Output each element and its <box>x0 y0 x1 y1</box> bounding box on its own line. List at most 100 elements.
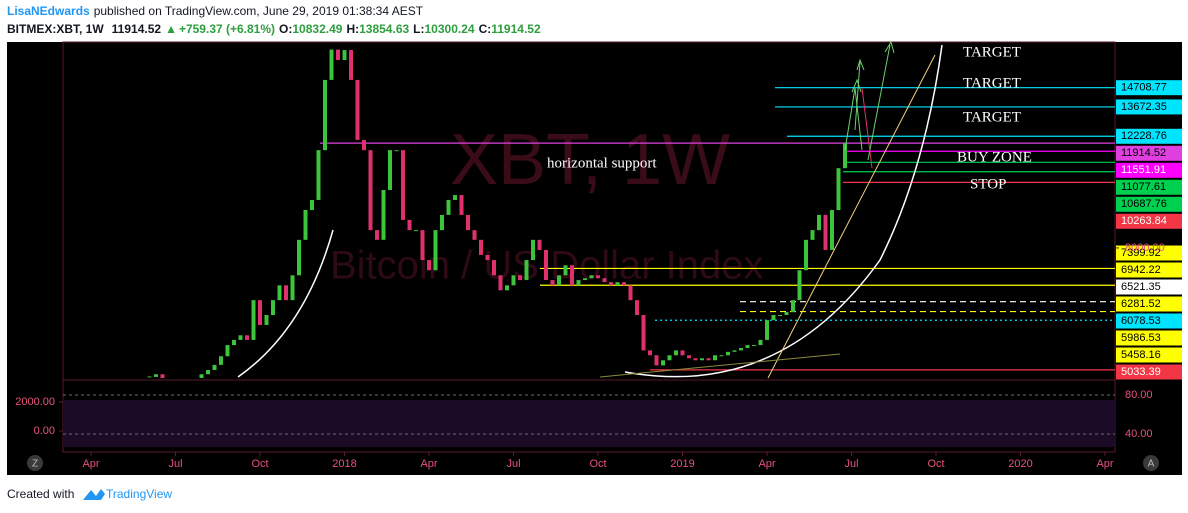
candle <box>245 335 249 340</box>
candle <box>765 320 769 340</box>
candle <box>830 210 834 250</box>
candle <box>667 355 672 361</box>
candle <box>297 239 301 276</box>
annotation: horizontal support <box>547 155 657 171</box>
candle <box>518 275 522 281</box>
candle <box>557 275 561 286</box>
candle <box>479 239 483 255</box>
indicator-tick-label: 80.00 <box>1125 389 1153 401</box>
indicator-band <box>63 400 1115 447</box>
level-label-box <box>1116 313 1182 329</box>
candle <box>732 350 737 352</box>
candle <box>687 355 691 359</box>
pane-border <box>62 41 1116 453</box>
candle <box>771 315 776 321</box>
candle <box>420 230 425 261</box>
candle <box>752 345 756 347</box>
logo <box>83 489 105 500</box>
candle <box>797 270 802 301</box>
indicator-tick-label: 2000.00 <box>15 396 55 408</box>
candle <box>823 214 828 250</box>
candle <box>700 358 704 361</box>
annotation: STOP <box>970 176 1006 192</box>
corner-button[interactable] <box>27 455 43 471</box>
x-tick-label: Oct <box>927 458 944 470</box>
level-label: 11551.91 <box>1121 164 1166 176</box>
candle <box>693 358 698 361</box>
x-tick-label: 2018 <box>332 458 356 470</box>
level-label-box <box>1116 128 1182 144</box>
ohlc-value: 11914.52 <box>491 22 541 36</box>
candle <box>342 50 347 61</box>
change: +759.37 (+6.81%) <box>179 22 275 36</box>
candle <box>310 199 314 211</box>
price: 11914.52 <box>112 22 162 36</box>
ohlc-label: L: <box>413 22 424 36</box>
candle <box>485 254 490 261</box>
corner-button-label[interactable]: Z <box>32 459 38 470</box>
candle <box>713 355 717 361</box>
corner-button[interactable] <box>1143 455 1159 471</box>
candle <box>641 315 646 351</box>
level-label: 14708.77 <box>1121 82 1167 94</box>
candle <box>199 374 204 378</box>
candle <box>336 49 340 61</box>
level-label-box <box>1116 279 1182 295</box>
candle <box>622 282 626 286</box>
level-label: 7399.92 <box>1121 247 1161 259</box>
candle <box>778 315 782 317</box>
candle <box>680 350 685 356</box>
author[interactable]: LisaNEdwards <box>7 4 90 18</box>
candle <box>446 199 451 215</box>
candle <box>524 260 529 281</box>
level-label: 11914.52 <box>1121 147 1166 159</box>
candle <box>212 364 217 371</box>
price-labels: 14708.77 13672.35 12228.76 11914.52 11551.91… <box>1116 80 1182 380</box>
ohlc-value: 10300.24 <box>425 22 475 36</box>
candle <box>596 275 600 279</box>
candle <box>232 339 236 346</box>
candle <box>817 214 821 231</box>
level-label-box <box>1116 347 1182 363</box>
indicator-tick-label: 40.00 <box>1125 428 1153 440</box>
x-tick-label: 2019 <box>670 458 694 470</box>
x-tick-label: Jul <box>168 458 182 470</box>
annotation: BUY ZONE <box>957 149 1032 165</box>
candle <box>498 275 503 291</box>
candle <box>563 265 568 276</box>
candle <box>271 300 275 316</box>
candle <box>394 150 399 152</box>
level-label-box <box>1116 162 1182 178</box>
candle <box>329 49 334 80</box>
candle <box>810 230 815 240</box>
watermark: XBT, 1W <box>450 120 730 200</box>
level-label-box <box>1116 179 1182 195</box>
brand[interactable]: TradingView <box>106 487 172 501</box>
candle <box>427 260 431 271</box>
level-label-box <box>1116 80 1182 96</box>
x-tick-label: Oct <box>589 458 606 470</box>
ohlc-label: H: <box>346 22 359 36</box>
level-label: 11077.61 <box>1121 181 1166 193</box>
candle <box>388 150 392 191</box>
candle <box>401 150 405 220</box>
candle <box>466 214 470 231</box>
level-label-box <box>1116 330 1182 346</box>
corner-button-label[interactable]: A <box>1148 459 1155 470</box>
indicator-tick-label: 0.00 <box>34 425 55 437</box>
candle <box>206 370 210 375</box>
footer: Created with TradingView <box>7 487 172 501</box>
candle <box>290 275 295 301</box>
candle <box>784 312 789 316</box>
level-label: 6521.35 <box>1121 281 1161 293</box>
candle <box>453 195 457 200</box>
candle <box>791 300 795 313</box>
candle <box>251 300 256 340</box>
ohlc-value: 10832.49 <box>292 22 342 36</box>
level-label-box <box>1116 245 1182 261</box>
candle <box>355 79 360 140</box>
candle <box>836 168 841 211</box>
candle <box>303 210 308 240</box>
candle <box>706 358 711 361</box>
